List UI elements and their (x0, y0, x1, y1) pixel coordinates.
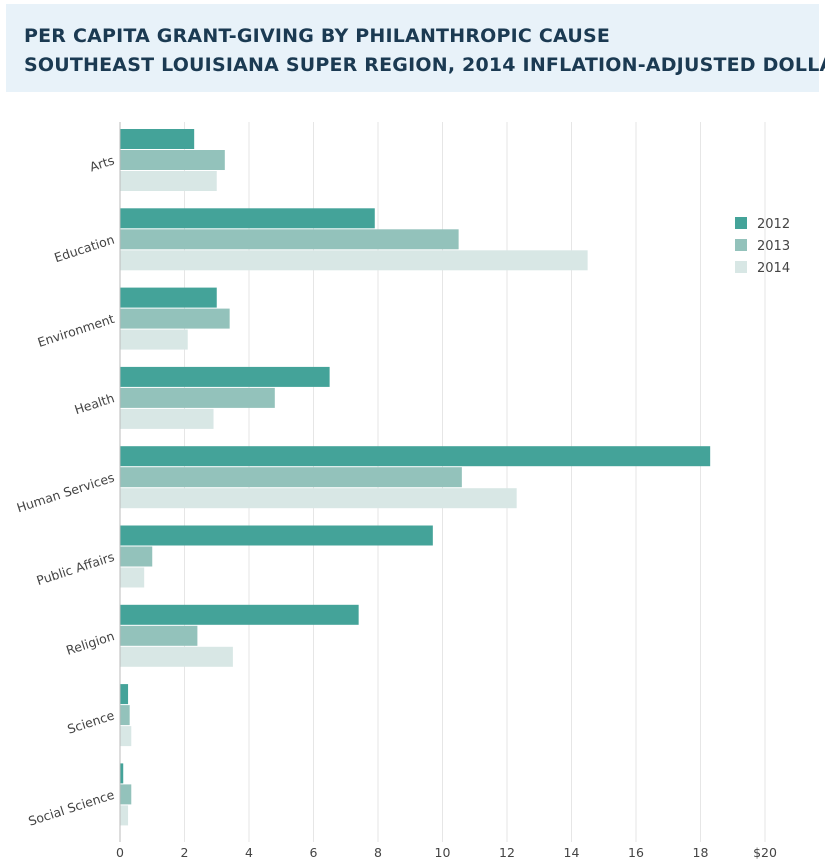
category-label: Public Affairs (35, 549, 117, 588)
category-label: Health (72, 390, 116, 417)
category-label: Arts (88, 152, 117, 174)
category-label: Social Science (26, 787, 116, 829)
bar-2014-science (120, 726, 132, 747)
chart-subtitle: SOUTHEAST LOUISIANA SUPER REGION, 2014 I… (24, 54, 825, 76)
bar-2014-education (120, 250, 588, 271)
x-tick-label: 18 (693, 845, 709, 860)
x-tick-label: 10 (435, 845, 451, 860)
x-tick-label: 4 (245, 845, 253, 860)
bar-2014-environment (120, 329, 188, 350)
bar-2012-health (120, 366, 330, 387)
bar-2012-public-affairs (120, 525, 433, 546)
bar-2013-environment (120, 308, 230, 329)
bar-2014-health (120, 408, 214, 429)
bars (120, 129, 711, 826)
bar-2013-education (120, 229, 459, 250)
x-tick-label: 6 (310, 845, 318, 860)
category-label: Environment (36, 311, 117, 350)
x-tick-label: 12 (499, 845, 515, 860)
bar-2014-arts (120, 171, 217, 191)
x-tick-label: 8 (374, 845, 382, 860)
bar-2012-social-science (120, 763, 124, 784)
x-tick-labels: 0 2 4 6 8 10 12 14 16 18 $20 (116, 845, 777, 860)
legend-label-2014: 2014 (757, 261, 790, 276)
bar-2013-religion (120, 625, 198, 646)
bar-2014-public-affairs (120, 567, 145, 588)
bar-2013-arts (120, 150, 225, 170)
legend-swatch-2012 (735, 217, 747, 229)
x-tick-label: 2 (181, 845, 189, 860)
bar-2014-religion (120, 646, 233, 667)
bar-2012-arts (120, 129, 195, 149)
legend-swatch-2013 (735, 239, 747, 251)
category-label: Religion (64, 628, 116, 658)
bar-2014-social-science (120, 805, 129, 826)
bar-2012-environment (120, 287, 217, 308)
bar-2012-religion (120, 604, 359, 625)
legend-label-2013: 2013 (757, 239, 790, 254)
category-label: Education (52, 232, 116, 265)
category-label: Science (65, 707, 116, 736)
bar-2014-human-services (120, 488, 517, 509)
bar-2013-social-science (120, 784, 132, 805)
bar-2013-science (120, 705, 130, 726)
bar-2012-science (120, 684, 129, 705)
bar-2012-human-services (120, 446, 711, 467)
category-label: Human Services (15, 470, 116, 516)
legend: 2012 2013 2014 (735, 217, 790, 276)
x-tick-label: $20 (753, 845, 777, 860)
category-labels: Arts Education Environment Health Human Serv… (15, 152, 117, 828)
bar-2013-health (120, 387, 275, 408)
legend-label-2012: 2012 (757, 217, 790, 232)
legend-swatch-2014 (735, 261, 747, 273)
bar-2013-public-affairs (120, 546, 153, 567)
chart-header: PER CAPITA GRANT-GIVING BY PHILANTHROPIC… (6, 4, 825, 92)
x-tick-label: 16 (628, 845, 644, 860)
chart-title: PER CAPITA GRANT-GIVING BY PHILANTHROPIC… (24, 25, 611, 47)
x-tick-label: 14 (564, 845, 580, 860)
x-tick-label: 0 (116, 845, 124, 860)
bar-2012-education (120, 208, 375, 229)
bar-2013-human-services (120, 467, 462, 488)
